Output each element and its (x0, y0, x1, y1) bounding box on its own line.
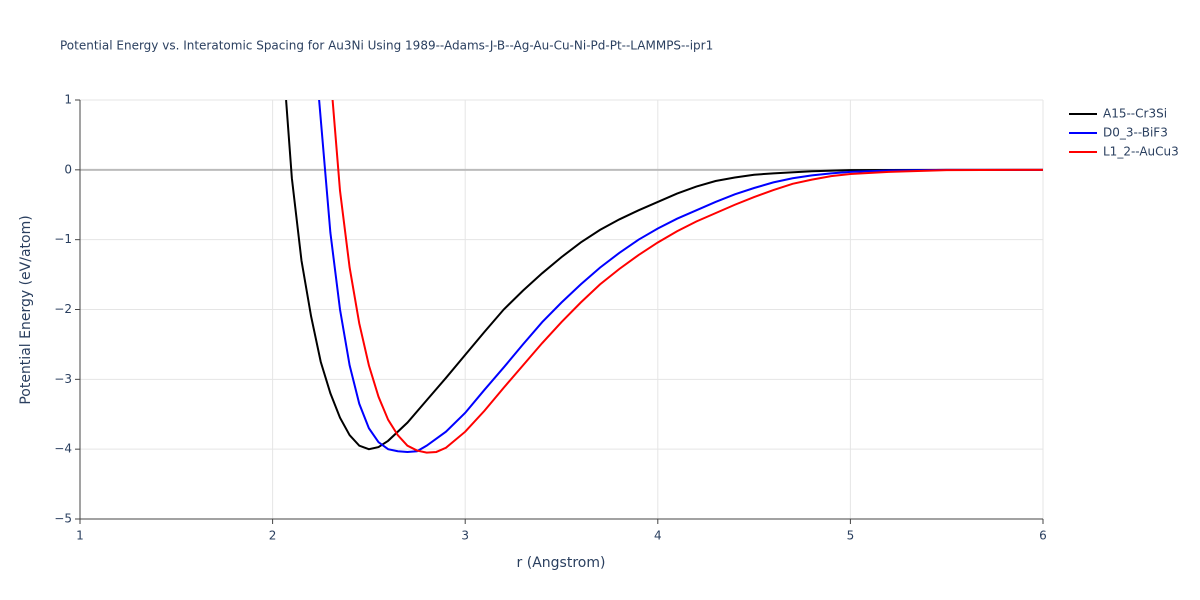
y-tick-label: −2 (54, 302, 72, 316)
y-tick-label: −1 (54, 232, 72, 246)
legend-label: L1_2--AuCu3 (1103, 145, 1179, 159)
line-series (285, 100, 1043, 451)
y-tick-label: 0 (64, 162, 72, 176)
x-tick-label: 1 (76, 529, 84, 543)
y-tick-label: −4 (54, 442, 72, 456)
line-series (331, 100, 1043, 454)
y-tick-label: −5 (54, 512, 72, 526)
x-tick-label: 5 (847, 529, 855, 543)
legend: A15--Cr3Si D0_3--BiF3 L1_2--AuCu3 (1069, 107, 1179, 159)
plot-area (285, 100, 1043, 454)
x-tick-label: 2 (269, 529, 277, 543)
x-tick-label: 3 (461, 529, 469, 543)
y-tick-label: 1 (64, 93, 72, 107)
legend-label: D0_3--BiF3 (1103, 126, 1168, 140)
x-axis-title: r (Angstrom) (517, 555, 606, 571)
line-series (318, 100, 1043, 453)
y-tick-label: −3 (54, 372, 72, 386)
chart-title: Potential Energy vs. Interatomic Spacing… (60, 39, 713, 53)
y-axis-title: Potential Energy (eV/atom) (18, 215, 34, 404)
grid: 1 2 3 4 5 6 −5 −4 −3 −2 −1 0 1 (54, 93, 1047, 543)
x-tick-label: 6 (1039, 529, 1047, 543)
legend-label: A15--Cr3Si (1103, 107, 1167, 121)
x-tick-label: 4 (654, 529, 662, 543)
